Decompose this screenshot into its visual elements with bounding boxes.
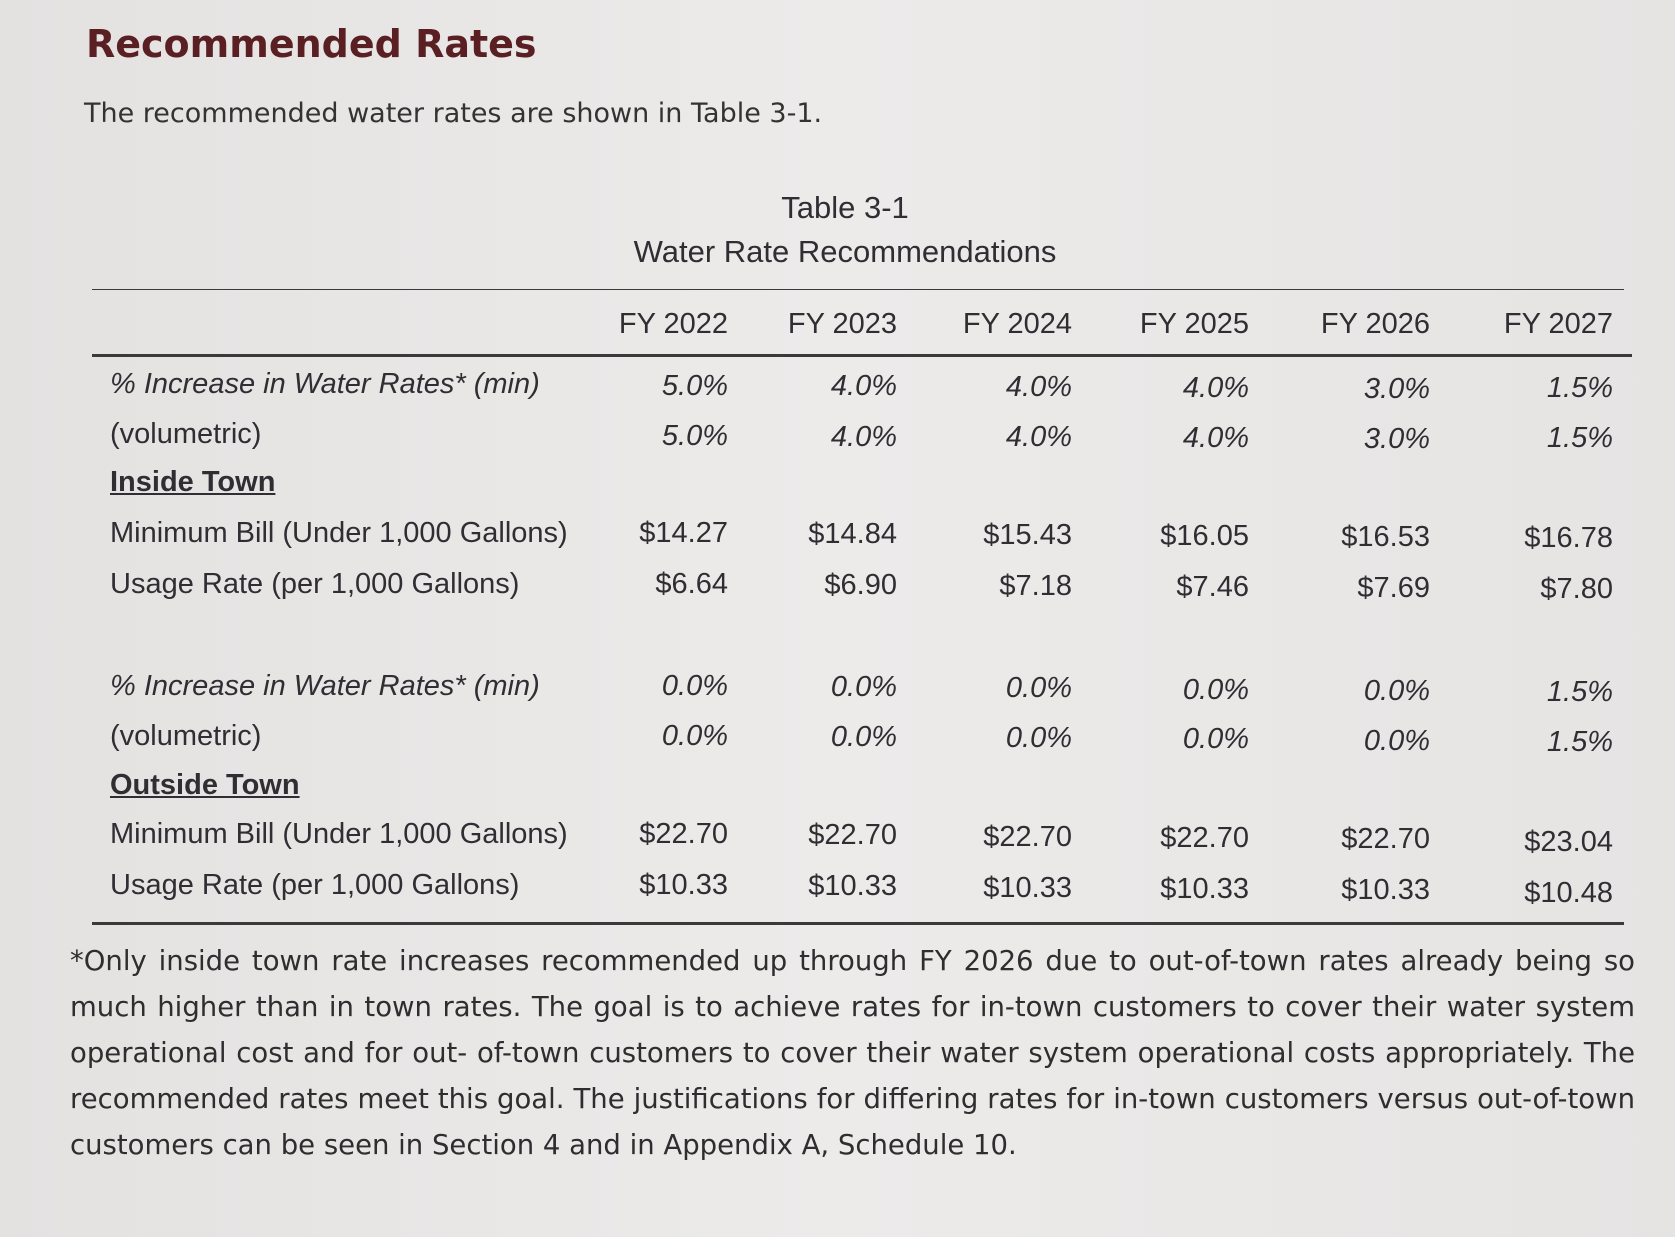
table-cell: $6.64	[655, 568, 728, 600]
table-number: Table 3-1	[781, 190, 909, 225]
row-label-increase-min-outside: % Increase in Water Rates* (min)	[110, 670, 540, 702]
row-label-usage-rate-inside: Usage Rate (per 1,000 Gallons)	[110, 568, 520, 600]
table-cell: $14.84	[808, 518, 897, 550]
table-cell: $7.80	[1540, 573, 1613, 605]
table-cell: $10.33	[808, 870, 897, 902]
table-cell: 4.0%	[1182, 372, 1249, 404]
row-label-minimum-bill-outside: Minimum Bill (Under 1,000 Gallons)	[110, 818, 568, 850]
table-cell: 0.0%	[1363, 675, 1430, 707]
section-label-inside-town: Inside Town	[110, 466, 276, 498]
table-cell: 4.0%	[830, 421, 897, 453]
table-cell: 5.0%	[661, 420, 728, 452]
intro-paragraph: The recommended water rates are shown in…	[84, 98, 823, 129]
table-cell: 0.0%	[1182, 674, 1249, 706]
table-header-rule	[92, 354, 1632, 357]
table-cell: $22.70	[639, 818, 728, 850]
table-cell: 3.0%	[1363, 373, 1430, 405]
table-cell: 0.0%	[661, 720, 728, 752]
table-cell: $7.18	[999, 570, 1072, 602]
table-cell: 0.0%	[1182, 723, 1249, 755]
section-label-outside-town: Outside Town	[110, 769, 300, 801]
table-cell: $10.33	[639, 869, 728, 901]
table-cell: 1.5%	[1546, 422, 1613, 454]
row-label-volumetric-outside: (volumetric)	[110, 720, 262, 752]
column-header-fy2022: FY 2022	[618, 308, 728, 340]
table-cell: $16.53	[1341, 521, 1430, 553]
table-cell: 0.0%	[1363, 725, 1430, 757]
table-cell: 4.0%	[1182, 422, 1249, 454]
table-title: Water Rate Recommendations	[633, 234, 1057, 269]
table-cell: $22.70	[808, 819, 897, 851]
table-cell: 0.0%	[661, 670, 728, 702]
column-header-fy2023: FY 2023	[787, 308, 897, 340]
table-cell: $6.90	[824, 569, 897, 601]
table-cell: $16.78	[1524, 522, 1613, 554]
column-header-fy2024: FY 2024	[962, 308, 1072, 340]
table-cell: 0.0%	[830, 671, 897, 703]
table-cell: 1.5%	[1546, 726, 1613, 758]
column-header-fy2025: FY 2025	[1139, 308, 1249, 340]
table-cell: 5.0%	[661, 370, 728, 402]
table-cell: 0.0%	[1005, 672, 1072, 704]
column-header-fy2026: FY 2026	[1320, 308, 1430, 340]
table-footnote: *Only inside town rate increases recomme…	[70, 945, 1635, 1161]
table-cell: 0.0%	[830, 721, 897, 753]
table-cell: 4.0%	[1005, 371, 1072, 403]
table-bottom-rule	[92, 922, 1624, 925]
table-cell: $7.46	[1176, 571, 1249, 603]
table-cell: 4.0%	[1005, 421, 1072, 453]
table-cell: 1.5%	[1546, 372, 1613, 404]
table-cell: $10.33	[1341, 874, 1430, 906]
table-cell: $7.69	[1357, 572, 1430, 604]
table-cell: $10.33	[1160, 873, 1249, 905]
section-heading: Recommended Rates	[86, 22, 537, 66]
table-cell: $14.27	[639, 517, 728, 549]
table-cell: 4.0%	[830, 370, 897, 402]
table-cell: $22.70	[1341, 823, 1430, 855]
table-cell: $10.33	[983, 872, 1072, 904]
table-cell: 1.5%	[1546, 676, 1613, 708]
table-cell: $10.48	[1524, 877, 1613, 909]
row-label-minimum-bill-inside: Minimum Bill (Under 1,000 Gallons)	[110, 517, 568, 549]
table-cell: $22.70	[983, 821, 1072, 853]
table-cell: $23.04	[1524, 826, 1613, 858]
column-header-fy2027: FY 2027	[1503, 308, 1613, 340]
table-cell: 3.0%	[1363, 423, 1430, 455]
table-cell: $22.70	[1160, 822, 1249, 854]
table-cell: $16.05	[1160, 520, 1249, 552]
row-label-usage-rate-outside: Usage Rate (per 1,000 Gallons)	[110, 869, 520, 901]
table-cell: 0.0%	[1005, 722, 1072, 754]
row-label-increase-min-inside: % Increase in Water Rates* (min)	[110, 368, 540, 400]
table-top-rule	[92, 289, 1624, 290]
table-cell: $15.43	[983, 519, 1072, 551]
row-label-volumetric-inside: (volumetric)	[110, 418, 262, 450]
